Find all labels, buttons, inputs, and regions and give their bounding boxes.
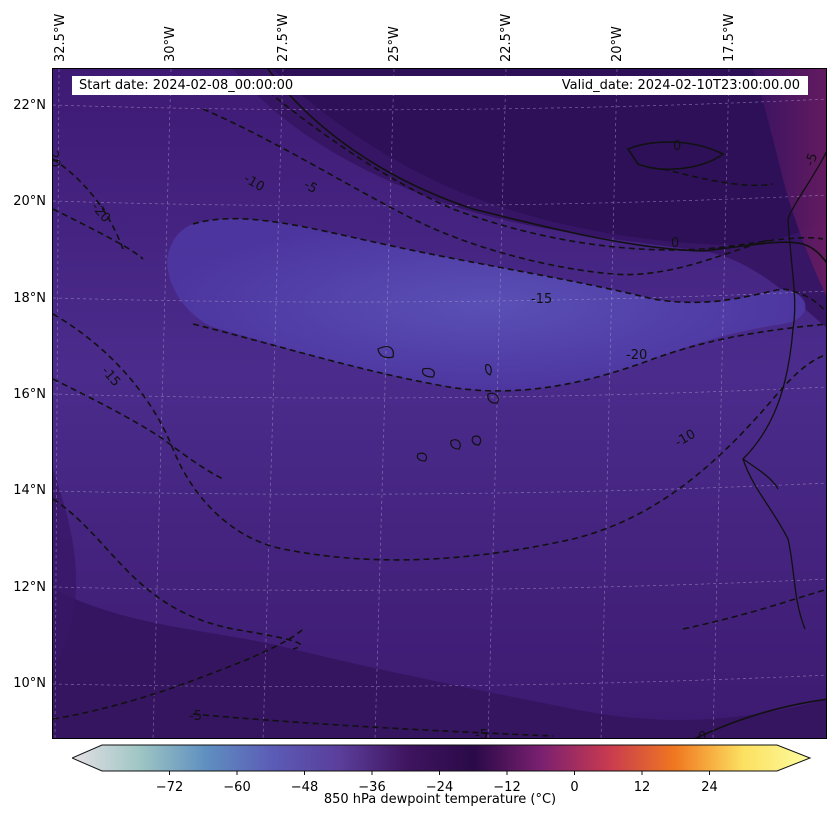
lat-label-16n: 16°N [13,387,46,402]
contour-label: -5 [189,709,202,724]
lon-label-30w: 30°W [163,26,178,62]
lon-label-22.5w: 22.5°W [499,13,514,62]
lon-label-20w: 20°W [610,26,625,62]
contour-label: 0 [671,236,679,251]
solid-contours [267,69,826,738]
contour-label: -20 [626,348,647,363]
islands [377,346,499,462]
colorbar-body [72,744,812,772]
lat-label-20n: 20°N [13,194,46,209]
colorbar-tickmarks [169,771,710,775]
field-very-moist-north [273,69,826,245]
dewpoint-map: -20 -10 -5 0 0 -5 -15 -20 -15 -10 -5 -5 … [53,69,826,739]
lon-label-17.5w: 17.5°W [722,13,737,62]
lat-label-10n: 10°N [13,676,46,691]
contour-label: -5 [803,151,822,168]
coastline [742,151,826,630]
field-moist-sw [53,469,77,669]
date-info-box: Start date: 2024-02-08_00:00:00 Valid_da… [72,76,808,95]
colorbar-tick-label: 12 [633,780,651,795]
colorbar-label: 850 hPa dewpoint temperature (°C) [323,792,557,807]
contour-label: -5 [475,728,488,739]
colorbar-tick-label: −12 [493,780,521,795]
lon-label-27.5w: 27.5°W [276,13,291,62]
field-dry-tongue [167,218,806,391]
contour-label: 0 [673,139,681,154]
contour-label: -15 [531,292,552,307]
colorbar-tick-label: 24 [701,780,718,795]
colorbar-tick-label: −36 [358,780,386,795]
colorbar [72,744,812,775]
start-date: Start date: 2024-02-08_00:00:00 [79,78,294,93]
lat-label-18n: 18°N [13,291,46,306]
contour-label: -20 [53,145,63,169]
lon-label-25w: 25°W [387,26,402,62]
contour-label: 0 [698,730,706,739]
map-panel: -20 -10 -5 0 0 -5 -15 -20 -15 -10 -5 -5 … [52,68,827,739]
lat-label-22n: 22°N [13,98,46,113]
graticule [53,69,826,738]
colorbar-tick-label: −48 [290,780,319,795]
dashed-contours [53,78,826,737]
valid-date: Valid_date: 2024-02-10T23:00:00.00 [561,78,800,93]
lon-label-32.5w: 32.5°W [53,13,68,62]
field-warm-coast [753,69,826,295]
colorbar-tick-label: −60 [223,780,251,795]
colorbar-tick-label: −72 [155,780,184,795]
lat-label-14n: 14°N [13,483,46,498]
colorbar-tick-label: −24 [425,780,454,795]
colorbar-tick-label: 0 [570,780,579,795]
lat-label-12n: 12°N [13,580,46,595]
field-moist-south [53,589,826,738]
